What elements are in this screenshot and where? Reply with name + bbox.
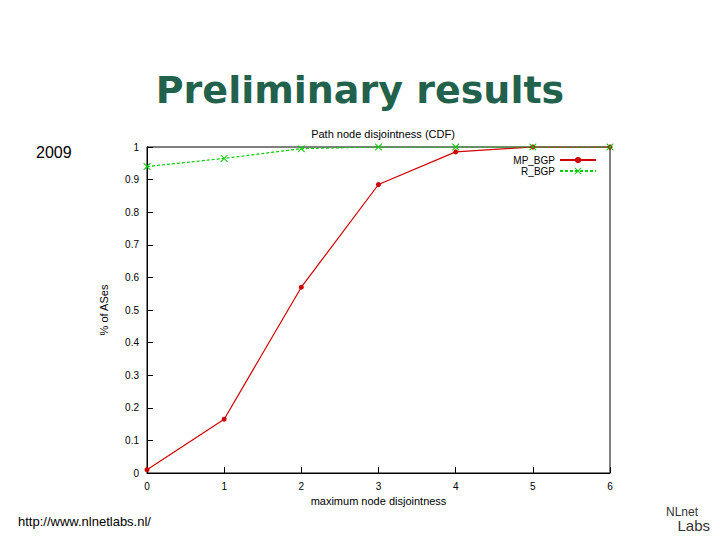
svg-text:0: 0: [144, 481, 150, 492]
svg-text:1: 1: [221, 481, 227, 492]
svg-text:0.2: 0.2: [125, 402, 139, 413]
svg-text:0.3: 0.3: [125, 370, 139, 381]
svg-text:0: 0: [133, 468, 139, 479]
svg-text:5: 5: [530, 481, 536, 492]
svg-text:Path node disjointness (CDF): Path node disjointness (CDF): [311, 128, 455, 140]
svg-text:0.5: 0.5: [125, 305, 139, 316]
svg-text:4: 4: [453, 481, 459, 492]
svg-text:0.6: 0.6: [125, 272, 139, 283]
svg-text:0.8: 0.8: [125, 207, 139, 218]
svg-text:6: 6: [607, 481, 613, 492]
svg-text:maximum node disjointness: maximum node disjointness: [311, 495, 447, 507]
svg-text:2: 2: [299, 481, 305, 492]
svg-text:0.9: 0.9: [125, 174, 139, 185]
html-text:Labs: Labs: [677, 517, 710, 534]
html-text:http://www.nlnetlabs.nl/: http://www.nlnetlabs.nl/: [18, 514, 151, 529]
html-text:Preliminary results: Preliminary results: [155, 68, 565, 112]
svg-text:0.7: 0.7: [125, 239, 139, 250]
svg-text:0.1: 0.1: [125, 435, 139, 446]
html-text:NLnet: NLnet: [666, 505, 698, 519]
svg-text:% of ASes: % of ASes: [98, 284, 110, 335]
svg-text:R_BGP: R_BGP: [521, 166, 555, 177]
svg-text:3: 3: [376, 481, 382, 492]
html-text:2009: 2009: [36, 144, 72, 161]
svg-text:0.4: 0.4: [125, 337, 139, 348]
svg-text:MP_BGP: MP_BGP: [513, 155, 555, 166]
svg-text:1: 1: [133, 142, 139, 153]
